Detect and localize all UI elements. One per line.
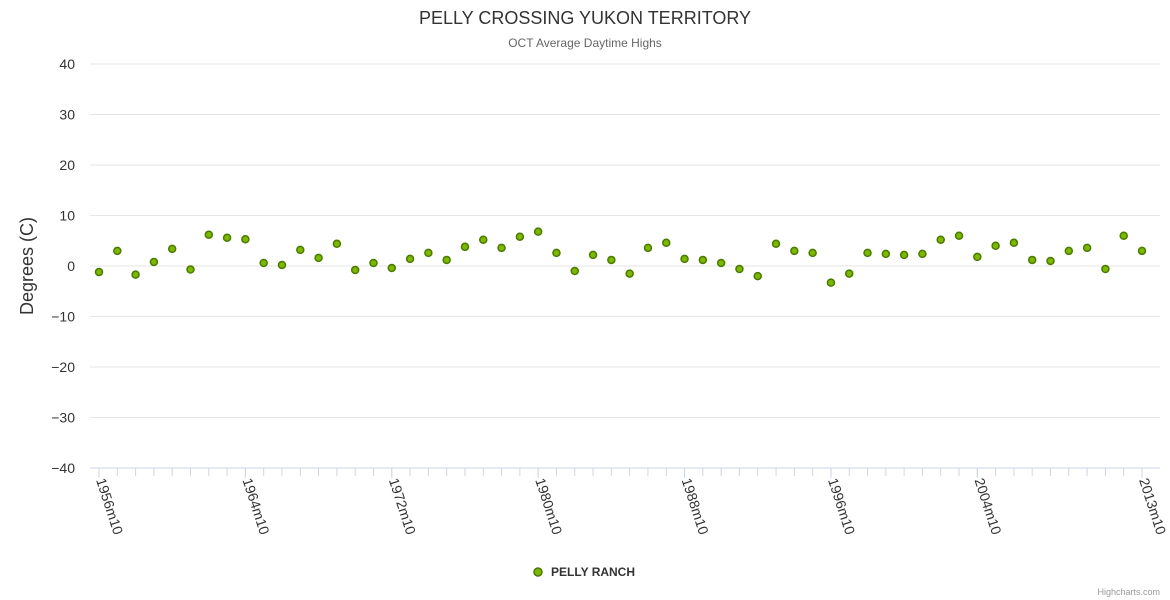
data-point[interactable] — [479, 235, 488, 244]
y-tick-label: 10 — [59, 208, 75, 224]
data-point[interactable] — [1137, 246, 1147, 256]
data-point[interactable] — [936, 235, 945, 244]
data-point[interactable] — [204, 230, 214, 239]
y-axis-label: Degrees (C) — [17, 217, 37, 315]
data-point[interactable] — [332, 239, 342, 249]
data-point[interactable] — [314, 253, 323, 263]
grid-lines — [90, 63, 1160, 418]
data-point[interactable] — [588, 250, 598, 260]
data-point[interactable] — [1082, 243, 1092, 253]
data-point[interactable] — [625, 269, 634, 278]
data-point[interactable] — [552, 248, 561, 258]
data-point[interactable] — [698, 255, 708, 265]
data-point[interactable] — [570, 266, 580, 276]
data-point[interactable] — [424, 248, 433, 258]
data-point[interactable] — [1101, 264, 1110, 274]
data-point[interactable] — [954, 231, 964, 240]
data-point[interactable] — [607, 255, 616, 265]
data-point[interactable] — [808, 248, 817, 258]
y-axis-ticks: 40 30 20 10 0 −10 −20 −30 −40 — [51, 56, 75, 476]
data-point[interactable] — [991, 241, 1000, 251]
data-point[interactable] — [497, 243, 506, 253]
data-point[interactable] — [460, 242, 470, 252]
data-point[interactable] — [369, 258, 378, 268]
data-point[interactable] — [94, 267, 104, 277]
y-tick-label: 30 — [59, 107, 75, 123]
data-point[interactable] — [1046, 256, 1055, 266]
data-point[interactable] — [1119, 231, 1128, 240]
data-point[interactable] — [442, 255, 451, 265]
data-point[interactable] — [771, 239, 781, 249]
data-point[interactable] — [881, 249, 891, 259]
data-point[interactable] — [259, 258, 268, 268]
legend[interactable]: PELLY RANCH — [533, 565, 635, 579]
data-point[interactable] — [350, 265, 360, 275]
data-point[interactable] — [167, 244, 177, 254]
data-point[interactable] — [149, 257, 159, 267]
legend-marker[interactable] — [533, 567, 543, 577]
data-point[interactable] — [643, 243, 653, 253]
data-point[interactable] — [1064, 246, 1074, 256]
data-point[interactable] — [918, 249, 927, 259]
y-tick-label: −10 — [51, 309, 75, 325]
data-points — [94, 227, 1147, 287]
data-point[interactable] — [387, 263, 397, 273]
data-point[interactable] — [131, 270, 140, 279]
data-point[interactable] — [680, 254, 689, 264]
chart-subtitle: OCT Average Daytime Highs — [508, 36, 662, 50]
chart-title: PELLY CROSSING YUKON TERRITORY — [419, 8, 751, 28]
y-tick-label: 20 — [59, 157, 75, 173]
legend-label[interactable]: PELLY RANCH — [551, 565, 635, 579]
data-point[interactable] — [973, 252, 982, 262]
data-point[interactable] — [844, 269, 854, 278]
data-point[interactable] — [790, 246, 799, 256]
data-point[interactable] — [1027, 255, 1037, 265]
data-point[interactable] — [277, 260, 287, 270]
data-point[interactable] — [753, 271, 762, 281]
data-point[interactable] — [863, 248, 872, 258]
y-tick-label: 0 — [67, 258, 75, 274]
data-point[interactable] — [735, 264, 744, 274]
data-point[interactable] — [405, 254, 415, 264]
y-tick-label: −40 — [51, 460, 75, 476]
y-tick-label: −30 — [51, 410, 75, 426]
credits-link[interactable]: Highcharts.com — [1097, 587, 1160, 597]
data-point[interactable] — [241, 234, 250, 244]
data-point[interactable] — [296, 245, 305, 255]
data-point[interactable] — [1009, 238, 1019, 248]
data-point[interactable] — [899, 250, 909, 260]
y-tick-label: 40 — [59, 56, 75, 72]
y-tick-label: −20 — [51, 359, 75, 375]
data-point[interactable] — [826, 278, 836, 287]
data-point[interactable] — [113, 246, 122, 256]
data-point[interactable] — [661, 238, 671, 248]
data-point[interactable] — [515, 232, 525, 241]
data-point[interactable] — [222, 233, 232, 242]
data-point[interactable] — [186, 265, 195, 274]
data-point[interactable] — [533, 227, 543, 236]
data-point[interactable] — [716, 258, 726, 268]
